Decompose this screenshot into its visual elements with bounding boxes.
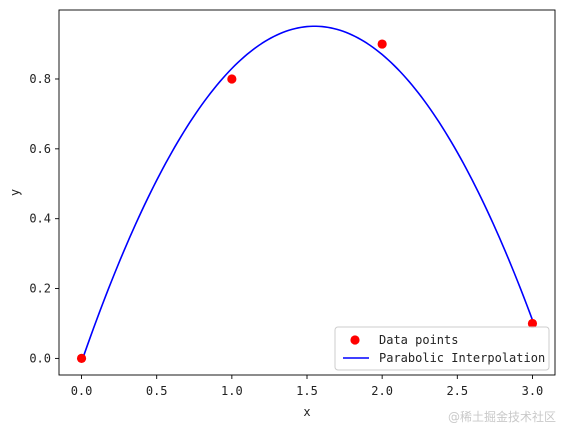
plot-area bbox=[76, 25, 538, 364]
x-tick-label-2: 1.0 bbox=[221, 384, 243, 398]
y-tick-label-0: 0.0 bbox=[29, 351, 51, 365]
y-tick-label-2: 0.4 bbox=[29, 212, 51, 226]
x-tick-label-1: 0.5 bbox=[146, 384, 168, 398]
legend: Data points Parabolic Interpolation bbox=[334, 326, 550, 371]
x-tick-label-3: 1.5 bbox=[296, 384, 318, 398]
y-tick-label-3: 0.6 bbox=[29, 142, 51, 156]
watermark: @稀土掘金技术社区 bbox=[448, 409, 556, 424]
legend-marker-data-points bbox=[350, 335, 360, 345]
parabolic-interpolation-line bbox=[80, 25, 534, 363]
y-tick-label-1: 0.2 bbox=[29, 282, 51, 296]
x-tick-label-0: 0.0 bbox=[71, 384, 93, 398]
legend-box bbox=[334, 326, 550, 371]
data-point-1 bbox=[227, 74, 237, 84]
x-tick-label-6: 3.0 bbox=[522, 384, 544, 398]
data-point-3 bbox=[527, 318, 538, 329]
legend-label-parabolic-interpolation: Parabolic Interpolation bbox=[379, 351, 545, 365]
axes: 0.0 0.5 1.0 1.5 2.0 2.5 3.0 0.0 0.2 0.4 0.6 0.8 x y bbox=[8, 9, 556, 419]
x-tick-label-5: 2.5 bbox=[446, 384, 468, 398]
y-axis-label: y bbox=[8, 189, 22, 196]
y-tick-label-4: 0.8 bbox=[29, 72, 51, 86]
x-axis-label: x bbox=[303, 405, 310, 419]
data-point-0 bbox=[76, 353, 87, 364]
x-tick-label-4: 2.0 bbox=[371, 384, 393, 398]
data-point-2 bbox=[377, 39, 387, 49]
legend-label-data-points: Data points bbox=[379, 333, 458, 347]
